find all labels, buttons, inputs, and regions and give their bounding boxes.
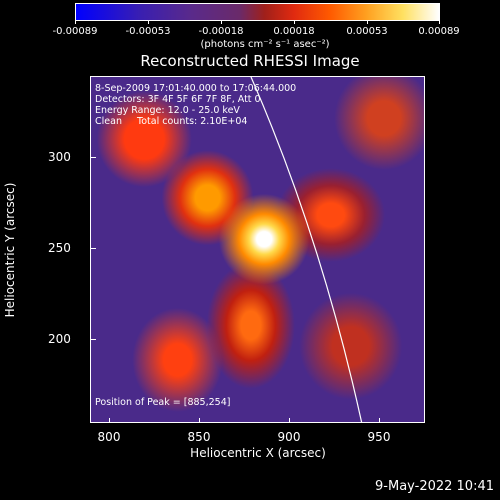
x-tick: [289, 418, 290, 423]
info-line-counts: Clean Total counts: 2.10E+04: [95, 116, 248, 127]
y-tick-label: 300: [48, 150, 71, 164]
y-tick: [90, 339, 96, 340]
plot-title: Reconstructed RHESSI Image: [140, 52, 360, 70]
rhessi-image: 8-Sep-2009 17:01:40.000 to 17:06:44.000 …: [90, 76, 425, 423]
solar-limb-curve: [250, 77, 363, 422]
info-line-detectors: Detectors: 3F 4F 5F 6F 7F 8F, Att 0: [95, 94, 261, 105]
colorbar-tick: [148, 20, 149, 24]
x-tick: [199, 418, 200, 423]
colorbar-tick: [221, 20, 222, 24]
x-tick-label: 850: [187, 430, 211, 444]
colorbar-tick: [294, 20, 295, 24]
info-line-energy: Energy Range: 12.0 - 25.0 keV: [95, 105, 240, 116]
colorbar-tick: [439, 20, 440, 24]
x-tick: [379, 418, 380, 423]
colorbar-tick: [75, 20, 76, 24]
colorbar-tick-label: 0.00018: [273, 26, 315, 37]
colorbar-tick-label: -0.00089: [52, 26, 98, 37]
x-tick-label: 900: [277, 430, 301, 444]
render-timestamp: 9-May-2022 10:41: [375, 479, 494, 494]
colorbar: [75, 3, 440, 21]
x-axis-title: Heliocentric X (arcsec): [190, 446, 326, 460]
y-tick-label: 250: [48, 241, 71, 255]
colorbar-tick: [367, 20, 368, 24]
colorbar-tick-label: -0.00018: [198, 26, 244, 37]
y-tick: [90, 157, 96, 158]
peak-position-label: Position of Peak = [885,254]: [95, 397, 231, 408]
x-tick-label: 800: [97, 430, 121, 444]
x-tick: [109, 418, 110, 423]
colorbar-units: (photons cm⁻² s⁻¹ asec⁻²): [200, 39, 330, 50]
colorbar-tick-label: 0.00089: [418, 26, 460, 37]
y-axis-title: Heliocentric Y (arcsec): [3, 182, 17, 318]
y-tick: [90, 248, 96, 249]
colorbar-tick-label: 0.00053: [346, 26, 388, 37]
info-line-time: 8-Sep-2009 17:01:40.000 to 17:06:44.000: [95, 83, 297, 94]
y-tick-label: 200: [48, 332, 71, 346]
x-tick-label: 950: [367, 430, 391, 444]
colorbar-tick-label: -0.00053: [125, 26, 171, 37]
